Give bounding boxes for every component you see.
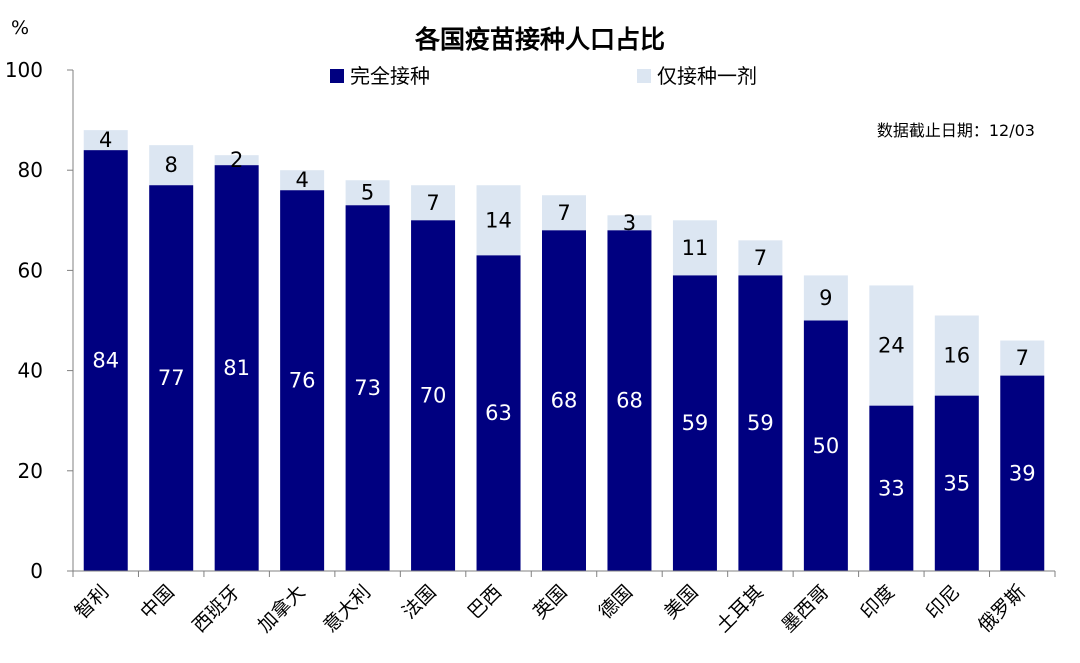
x-tick-label-7: 巴西 xyxy=(464,581,506,623)
value-label-partial-2: 8 xyxy=(165,153,178,177)
y-tick-label-60: 60 xyxy=(18,258,43,282)
value-label-partial-3: 2 xyxy=(230,148,243,172)
bar-full-12 xyxy=(803,320,848,571)
bar-full-9 xyxy=(607,230,652,571)
value-label-partial-13: 24 xyxy=(878,334,905,358)
value-label-full-1: 84 xyxy=(92,349,119,373)
bar-full-2 xyxy=(149,185,194,572)
x-tick-label-13: 印度 xyxy=(856,581,898,623)
value-label-partial-14: 16 xyxy=(943,344,970,368)
date-annotation: 数据截止日期：12/03 xyxy=(877,121,1035,140)
axes xyxy=(67,69,1056,577)
bar-partial-1 xyxy=(83,130,128,151)
bar-partial-6 xyxy=(411,185,456,221)
bar-full-13 xyxy=(869,405,914,571)
value-label-partial-10: 11 xyxy=(682,236,709,260)
y-tick-label-20: 20 xyxy=(18,459,43,483)
bar-full-5 xyxy=(345,205,390,571)
value-label-partial-4: 4 xyxy=(295,168,308,192)
bar-full-3 xyxy=(214,165,259,571)
x-tick-label-8: 英国 xyxy=(529,581,571,623)
value-label-full-14: 35 xyxy=(943,471,970,495)
bar-partial-15 xyxy=(1000,340,1045,376)
legend-label-partial: 仅接种一剂 xyxy=(657,64,757,88)
legend-swatch-partial xyxy=(637,69,651,83)
bar-full-6 xyxy=(411,220,456,572)
value-label-partial-1: 4 xyxy=(99,128,112,152)
bar-full-1 xyxy=(83,150,128,571)
value-label-partial-7: 14 xyxy=(485,208,512,232)
x-tick-label-2: 中国 xyxy=(136,581,178,623)
y-tick-label-100: 100 xyxy=(5,58,43,82)
bars xyxy=(83,130,1045,572)
value-label-full-4: 76 xyxy=(289,369,316,393)
legend-swatch-full xyxy=(330,69,344,83)
legend: 完全接种 仅接种一剂 xyxy=(330,64,757,88)
value-label-partial-11: 7 xyxy=(754,246,767,270)
y-tick-labels: 0 20 40 60 80 100 xyxy=(5,58,43,583)
value-label-full-11: 59 xyxy=(747,411,774,435)
bar-partial-4 xyxy=(280,170,325,191)
value-label-full-10: 59 xyxy=(682,411,709,435)
bar-partial-14 xyxy=(934,315,979,396)
x-tick-label-4: 加拿大 xyxy=(253,580,310,637)
x-tick-label-3: 西班牙 xyxy=(188,581,244,637)
bar-full-14 xyxy=(934,395,979,571)
y-tick-label-80: 80 xyxy=(18,158,43,182)
value-label-full-5: 73 xyxy=(354,376,381,400)
value-label-full-9: 68 xyxy=(616,389,643,413)
bar-partial-5 xyxy=(345,180,390,206)
x-tick-label-14: 印尼 xyxy=(922,581,964,623)
bar-partial-7 xyxy=(476,185,521,256)
x-tick-label-11: 土耳其 xyxy=(712,581,768,637)
chart-title: 各国疫苗接种人口占比 xyxy=(414,25,665,54)
value-label-partial-5: 5 xyxy=(361,181,374,205)
bar-partial-8 xyxy=(542,195,586,231)
value-label-full-3: 81 xyxy=(223,356,250,380)
y-tick-label-0: 0 xyxy=(30,559,43,583)
bar-full-15 xyxy=(1000,375,1045,571)
y-tick-label-40: 40 xyxy=(18,359,43,383)
x-tick-label-12: 墨西哥 xyxy=(778,581,834,637)
value-label-full-2: 77 xyxy=(158,366,185,390)
value-label-partial-15: 7 xyxy=(1016,346,1029,370)
x-tick-label-1: 智利 xyxy=(71,581,113,623)
value-label-full-8: 68 xyxy=(551,389,578,413)
x-tick-label-10: 美国 xyxy=(660,581,702,623)
x-tick-label-5: 意大利 xyxy=(319,581,375,637)
x-tick-label-6: 法国 xyxy=(398,581,440,623)
bar-partial-11 xyxy=(738,240,783,276)
value-label-partial-12: 9 xyxy=(819,286,832,310)
value-label-full-6: 70 xyxy=(420,384,447,408)
bar-partial-12 xyxy=(803,275,848,321)
bar-full-8 xyxy=(542,230,586,571)
x-tick-label-9: 德国 xyxy=(595,581,637,623)
bar-full-11 xyxy=(738,275,783,571)
bar-partial-3 xyxy=(214,155,259,166)
bar-full-10 xyxy=(672,275,717,571)
x-tick-label-15: 俄罗斯 xyxy=(974,581,1030,637)
value-label-partial-8: 7 xyxy=(557,201,570,225)
value-label-partial-6: 7 xyxy=(426,191,439,215)
bar-partial-13 xyxy=(869,285,914,406)
value-label-partial-9: 3 xyxy=(623,211,636,235)
y-axis-label: % xyxy=(11,17,29,39)
value-label-full-7: 63 xyxy=(485,401,512,425)
bar-partial-10 xyxy=(672,220,717,276)
bar-full-7 xyxy=(476,255,521,571)
bar-partial-2 xyxy=(149,145,194,186)
legend-label-full: 完全接种 xyxy=(350,64,430,88)
value-label-full-12: 50 xyxy=(812,434,839,458)
bar-full-4 xyxy=(280,190,325,572)
value-label-full-15: 39 xyxy=(1009,461,1036,485)
bar-partial-9 xyxy=(607,215,652,231)
value-label-full-13: 33 xyxy=(878,476,905,500)
x-tick-labels: 智利 中国 西班牙 加拿大 意大利 法国 巴西 英国 德国 美国 土耳其 墨西哥 印度 印尼 俄罗斯 xyxy=(71,580,1030,637)
value-labels: 8447788127647357076314687683591159750933… xyxy=(92,128,1035,500)
